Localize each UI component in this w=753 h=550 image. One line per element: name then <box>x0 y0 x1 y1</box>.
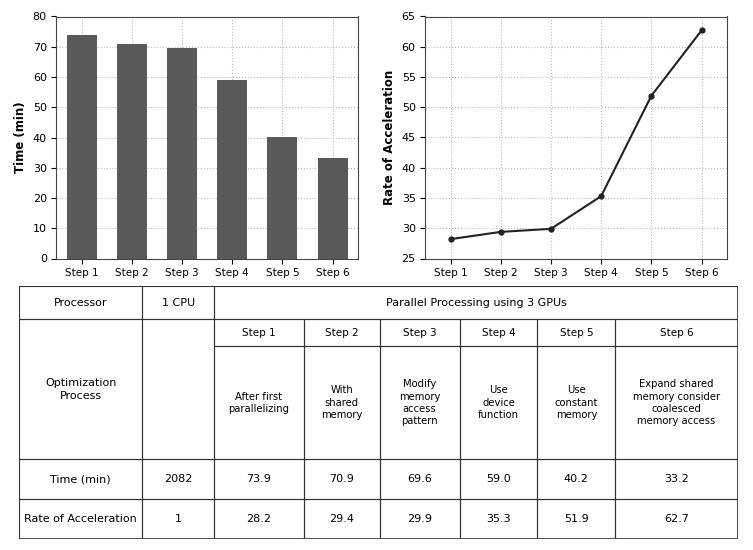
Text: Rate of Acceleration: Rate of Acceleration <box>24 514 137 524</box>
Bar <box>215 346 303 459</box>
Y-axis label: Rate of Acceleration: Rate of Acceleration <box>383 70 396 205</box>
Bar <box>615 459 738 499</box>
Text: 51.9: 51.9 <box>564 514 589 524</box>
Bar <box>142 286 215 320</box>
Bar <box>142 459 215 499</box>
Bar <box>538 499 615 539</box>
Text: Use
constant
memory: Use constant memory <box>555 386 598 420</box>
Bar <box>167 48 197 258</box>
Bar <box>217 80 247 258</box>
Bar <box>615 346 738 459</box>
Text: 59.0: 59.0 <box>486 474 511 485</box>
Bar <box>215 320 303 346</box>
Bar <box>303 346 380 459</box>
Bar <box>19 459 142 499</box>
Bar <box>215 499 303 539</box>
Text: 29.9: 29.9 <box>407 514 432 524</box>
Bar <box>142 320 215 459</box>
Bar <box>19 286 142 320</box>
Bar <box>117 44 147 258</box>
Text: 1 CPU: 1 CPU <box>162 298 195 307</box>
Bar <box>615 320 738 346</box>
Text: Step 6: Step 6 <box>660 328 694 338</box>
Bar <box>19 320 142 459</box>
Bar <box>538 346 615 459</box>
Bar <box>380 320 460 346</box>
Bar <box>380 499 460 539</box>
Bar <box>303 499 380 539</box>
Bar <box>615 499 738 539</box>
Text: Parallel Processing using 3 GPUs: Parallel Processing using 3 GPUs <box>386 298 566 307</box>
Text: After first
parallelizing: After first parallelizing <box>228 392 289 414</box>
Bar <box>303 320 380 346</box>
Text: 40.2: 40.2 <box>564 474 589 485</box>
Bar <box>460 459 538 499</box>
Bar <box>538 459 615 499</box>
Text: 33.2: 33.2 <box>664 474 689 485</box>
Bar <box>538 320 615 346</box>
Text: With
shared
memory: With shared memory <box>321 386 362 420</box>
Text: Expand shared
memory consider
coalesced
memory access: Expand shared memory consider coalesced … <box>633 379 720 426</box>
Bar <box>460 346 538 459</box>
Bar <box>142 499 215 539</box>
Text: 62.7: 62.7 <box>664 514 689 524</box>
Bar <box>380 346 460 459</box>
Text: Step 1: Step 1 <box>242 328 276 338</box>
Bar <box>267 137 297 258</box>
Bar <box>380 459 460 499</box>
Text: 73.9: 73.9 <box>246 474 271 485</box>
Bar <box>460 320 538 346</box>
Bar <box>303 459 380 499</box>
Bar <box>318 158 348 258</box>
Text: 1: 1 <box>175 514 182 524</box>
Bar <box>460 499 538 539</box>
Text: Optimization
Process: Optimization Process <box>45 378 116 400</box>
Text: Step 3: Step 3 <box>403 328 437 338</box>
Text: Time (min): Time (min) <box>50 474 111 485</box>
Text: 28.2: 28.2 <box>246 514 271 524</box>
Text: Processor: Processor <box>54 298 108 307</box>
Text: 69.6: 69.6 <box>407 474 432 485</box>
Text: 29.4: 29.4 <box>329 514 354 524</box>
Y-axis label: Time (min): Time (min) <box>14 102 27 173</box>
Bar <box>19 499 142 539</box>
Text: Modify
memory
access
pattern: Modify memory access pattern <box>399 379 441 426</box>
Text: Step 4: Step 4 <box>482 328 516 338</box>
Text: Use
device
function: Use device function <box>478 386 519 420</box>
Text: 35.3: 35.3 <box>486 514 511 524</box>
Bar <box>66 35 96 258</box>
Text: Step 5: Step 5 <box>559 328 593 338</box>
Text: 2082: 2082 <box>164 474 193 485</box>
Text: 70.9: 70.9 <box>329 474 354 485</box>
Text: Step 2: Step 2 <box>325 328 358 338</box>
Bar <box>215 459 303 499</box>
Bar <box>215 286 738 320</box>
